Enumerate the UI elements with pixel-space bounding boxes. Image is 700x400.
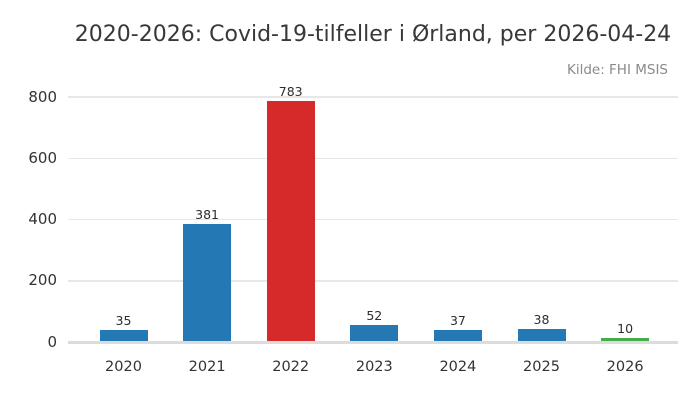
chart-title: 2020-2026: Covid-19-tilfeller i Ørland, … xyxy=(74,22,672,47)
bar-value-label: 783 xyxy=(278,84,303,100)
gridline-y-400 xyxy=(68,218,678,221)
bar-2020 xyxy=(99,330,148,341)
bar-value-label: 38 xyxy=(533,312,550,328)
y-tick-label: 400 xyxy=(28,210,57,228)
bar-2026 xyxy=(601,337,650,341)
bar-2025 xyxy=(517,329,566,341)
bar-2024 xyxy=(433,329,482,341)
x-tick-label: 2023 xyxy=(355,359,393,375)
y-tick-label: 0 xyxy=(47,332,57,351)
x-tick-label: 2021 xyxy=(188,359,226,375)
bar-2021 xyxy=(183,224,232,341)
y-tick-label: 200 xyxy=(28,271,57,290)
y-tick-label: 800 xyxy=(28,87,57,106)
x-axis-line xyxy=(68,341,678,344)
bar-2023 xyxy=(350,325,399,341)
bar-value-label: 381 xyxy=(195,207,220,223)
gridline-y-200 xyxy=(68,280,678,282)
gridline-y-800 xyxy=(68,96,678,98)
bar-2022 xyxy=(266,101,315,341)
x-tick-label: 2024 xyxy=(439,359,477,375)
bar-value-label: 37 xyxy=(449,312,466,328)
gridline-y-600 xyxy=(68,157,678,159)
bar-value-label: 52 xyxy=(366,308,383,324)
bar-value-label: 10 xyxy=(617,320,634,336)
bar-value-label: 35 xyxy=(115,313,132,329)
x-tick-label: 2026 xyxy=(606,359,644,375)
chart-source-caption: Kilde: FHI MSIS xyxy=(566,62,668,78)
x-tick-label: 2022 xyxy=(272,359,310,375)
x-tick-label: 2020 xyxy=(105,359,142,375)
x-tick-label: 2025 xyxy=(523,359,560,375)
y-tick-label: 600 xyxy=(28,148,57,167)
